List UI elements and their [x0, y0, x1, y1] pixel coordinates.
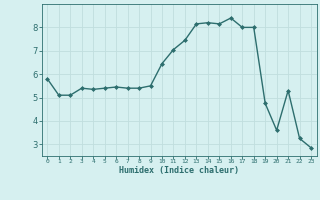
X-axis label: Humidex (Indice chaleur): Humidex (Indice chaleur): [119, 166, 239, 175]
